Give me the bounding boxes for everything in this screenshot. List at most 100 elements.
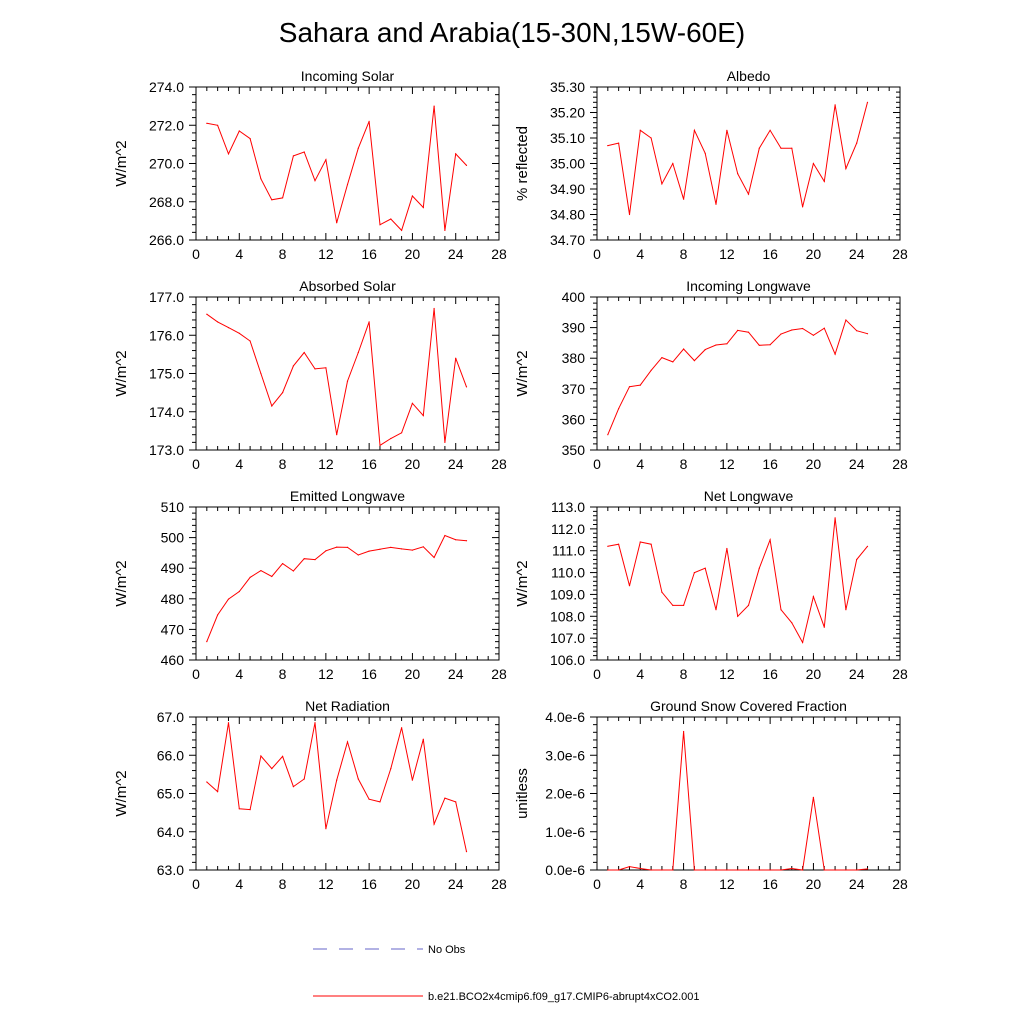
series-line bbox=[206, 106, 467, 232]
y-tick-label: 480 bbox=[161, 591, 185, 607]
y-axis-label: % reflected bbox=[514, 126, 531, 201]
x-tick-label: 16 bbox=[762, 456, 778, 472]
y-tick-label: 106.0 bbox=[550, 652, 585, 668]
data-point bbox=[206, 313, 208, 315]
x-tick-label: 24 bbox=[448, 246, 464, 262]
x-tick-label: 28 bbox=[892, 456, 908, 472]
y-tick-label: 470 bbox=[161, 621, 185, 637]
data-point bbox=[411, 195, 413, 197]
data-point bbox=[683, 198, 685, 200]
y-tick-label: 35.00 bbox=[550, 156, 585, 172]
y-tick-label: 34.90 bbox=[550, 181, 585, 197]
data-point bbox=[618, 869, 620, 871]
data-point bbox=[336, 546, 338, 548]
panel-title: Absorbed Solar bbox=[299, 278, 396, 294]
panel-title: Incoming Solar bbox=[301, 68, 395, 84]
data-point bbox=[780, 609, 782, 611]
y-tick-label: 111.0 bbox=[552, 543, 585, 559]
data-point bbox=[823, 180, 825, 182]
data-point bbox=[303, 778, 305, 780]
x-tick-label: 24 bbox=[448, 876, 464, 892]
x-tick-label: 4 bbox=[235, 456, 243, 472]
y-tick-label: 3.0e-6 bbox=[545, 747, 585, 763]
panel-title: Albedo bbox=[727, 68, 771, 84]
data-point bbox=[227, 598, 230, 600]
x-tick-label: 0 bbox=[593, 666, 601, 682]
data-point bbox=[780, 147, 782, 149]
y-tick-label: 390 bbox=[562, 320, 586, 336]
data-point bbox=[292, 155, 294, 157]
data-point bbox=[802, 327, 804, 330]
data-point bbox=[411, 779, 413, 781]
y-tick-label: 110.0 bbox=[551, 565, 585, 581]
data-point bbox=[401, 548, 403, 550]
data-point bbox=[357, 351, 359, 354]
data-point bbox=[856, 869, 858, 871]
x-tick-label: 4 bbox=[636, 456, 644, 472]
data-point bbox=[704, 869, 706, 871]
data-point bbox=[747, 193, 750, 195]
data-point bbox=[444, 441, 446, 443]
data-point bbox=[661, 357, 663, 359]
data-point bbox=[726, 343, 728, 345]
data-point bbox=[314, 722, 316, 724]
data-point bbox=[834, 353, 836, 355]
data-point bbox=[336, 222, 338, 224]
data-point bbox=[379, 548, 381, 550]
y-tick-label: 360 bbox=[562, 411, 586, 427]
data-point bbox=[260, 570, 262, 572]
x-tick-label: 28 bbox=[491, 876, 507, 892]
series-line bbox=[607, 731, 868, 871]
y-tick-label: 270.0 bbox=[149, 156, 184, 172]
data-point bbox=[282, 392, 284, 394]
plot-frame bbox=[596, 716, 901, 871]
data-point bbox=[715, 203, 717, 205]
data-point bbox=[650, 137, 652, 139]
y-axis-label: W/m^2 bbox=[113, 350, 130, 396]
data-point bbox=[628, 386, 631, 388]
data-point bbox=[217, 614, 219, 616]
data-point bbox=[433, 823, 435, 825]
legend-model-label: b.e21.BCO2x4cmip6.f09_g17.CMIP6-abrupt4x… bbox=[428, 991, 700, 1003]
y-tick-label: 35.30 bbox=[550, 79, 585, 95]
data-point bbox=[639, 384, 641, 386]
y-tick-label: 370 bbox=[562, 381, 586, 397]
data-point bbox=[357, 554, 359, 556]
data-point bbox=[607, 545, 609, 547]
data-point bbox=[856, 330, 858, 332]
data-point bbox=[866, 868, 869, 870]
x-tick-label: 8 bbox=[680, 876, 688, 892]
x-tick-label: 16 bbox=[361, 456, 377, 472]
legend: No Obs b.e21.BCO2x4cmip6.f09_g17.CMIP6-a… bbox=[313, 944, 700, 1003]
data-point bbox=[747, 331, 750, 333]
plot-frame bbox=[596, 506, 901, 661]
data-point bbox=[758, 567, 760, 569]
y-tick-label: 272.0 bbox=[149, 117, 184, 133]
x-tick-label: 12 bbox=[719, 246, 735, 262]
x-tick-label: 4 bbox=[636, 876, 644, 892]
data-point bbox=[856, 558, 858, 561]
data-point bbox=[672, 869, 674, 871]
data-point bbox=[845, 168, 847, 170]
data-point bbox=[314, 180, 316, 182]
data-point bbox=[390, 437, 392, 440]
data-point bbox=[336, 434, 338, 436]
data-point bbox=[465, 386, 468, 388]
data-point bbox=[737, 869, 739, 871]
data-point bbox=[628, 213, 631, 216]
y-axis-label: unitless bbox=[514, 768, 531, 819]
panel-title: Ground Snow Covered Fraction bbox=[650, 698, 847, 714]
x-tick-label: 28 bbox=[892, 666, 908, 682]
x-tick-label: 28 bbox=[892, 246, 908, 262]
data-point bbox=[379, 444, 381, 446]
x-tick-label: 8 bbox=[279, 876, 287, 892]
data-point bbox=[282, 563, 284, 565]
data-point bbox=[249, 809, 251, 811]
data-point bbox=[661, 591, 663, 593]
data-point bbox=[737, 329, 739, 331]
x-tick-label: 28 bbox=[491, 666, 507, 682]
data-point bbox=[802, 869, 804, 871]
data-point bbox=[411, 549, 413, 551]
y-tick-label: 108.0 bbox=[550, 608, 585, 624]
data-point bbox=[780, 869, 782, 871]
